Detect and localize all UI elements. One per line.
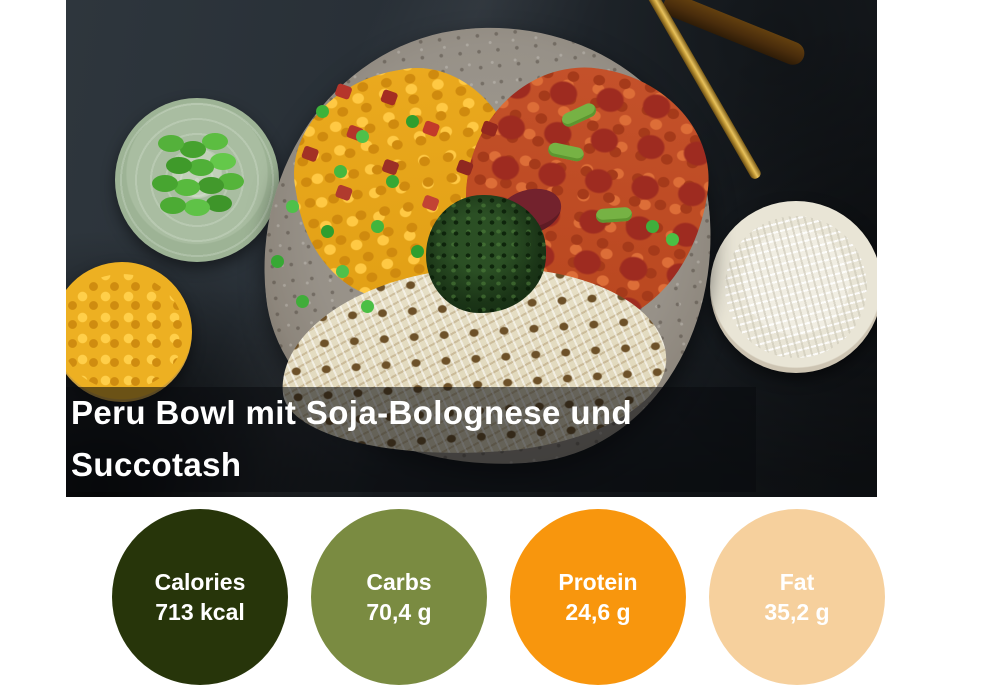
nutrition-value: 713 kcal bbox=[155, 599, 245, 625]
recipe-title-line-1: Peru Bowl mit Soja-Bolognese und bbox=[71, 394, 633, 431]
nutrition-value: 35,2 g bbox=[764, 599, 830, 625]
edamame-beans bbox=[158, 135, 184, 152]
nutrition-value: 70,4 g bbox=[366, 599, 432, 625]
nutrition-circle-fat: Fat 35,2 g bbox=[709, 509, 885, 685]
nutrition-circle-protein: Protein 24,6 g bbox=[510, 509, 686, 685]
corn-kernels bbox=[66, 274, 184, 390]
recipe-photo: Peru Bowl mit Soja-Bolognese und Succota… bbox=[66, 0, 877, 497]
nutrition-label: Protein bbox=[558, 569, 638, 595]
nutrition-label: Carbs bbox=[366, 569, 432, 595]
recipe-title-overlay: Peru Bowl mit Soja-Bolognese und Succota… bbox=[66, 387, 756, 492]
nutrition-row: Calories 713 kcal Carbs 70,4 g Protein 2… bbox=[112, 509, 885, 685]
green-peas bbox=[316, 105, 329, 118]
nutrition-value: 24,6 g bbox=[565, 599, 631, 625]
corn-bowl bbox=[66, 262, 192, 402]
rice-bowl bbox=[710, 201, 877, 373]
edamame-pod bbox=[595, 206, 633, 224]
nutrition-label: Fat bbox=[779, 569, 815, 595]
recipe-title-line-2: Succotash bbox=[71, 446, 242, 483]
edamame-bowl bbox=[115, 98, 279, 262]
rice-grains bbox=[725, 216, 867, 358]
herb-mound bbox=[426, 195, 546, 313]
nutrition-circle-carbs: Carbs 70,4 g bbox=[311, 509, 487, 685]
nutrition-label: Calories bbox=[154, 569, 246, 595]
nutrition-circle-calories: Calories 713 kcal bbox=[112, 509, 288, 685]
